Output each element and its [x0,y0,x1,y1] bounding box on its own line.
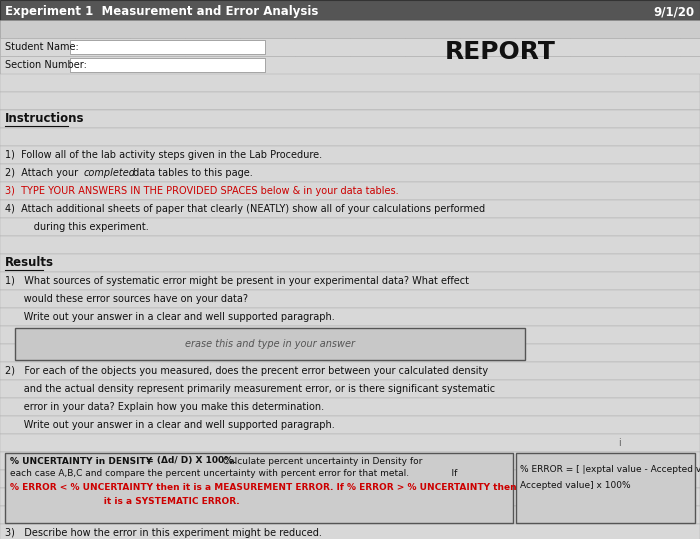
Text: 3)   Describe how the error in this experiment might be reduced.: 3) Describe how the error in this experi… [5,528,322,538]
Text: 2)  Attach your: 2) Attach your [5,168,81,178]
Bar [70,40,265,54]
Text: would these error sources have on your data?: would these error sources have on your d… [5,294,248,304]
Bar [0,308,700,326]
Bar [0,344,700,362]
Text: Write out your answer in a clear and well supported paragraph.: Write out your answer in a clear and wel… [5,312,335,322]
Bar [0,92,700,110]
Bar [0,488,700,506]
Text: = (Δd/ D) X 100%.: = (Δd/ D) X 100%. [143,457,237,466]
Text: 2)   For each of the objects you measured, does the precent error between your c: 2) For each of the objects you measured,… [5,366,488,376]
Text: Results: Results [5,257,54,270]
Text: % ERROR = [ |exptal value - Accepted value| /: % ERROR = [ |exptal value - Accepted val… [520,466,700,474]
Bar [0,470,700,488]
Text: it is a SYSTEMATIC ERROR.: it is a SYSTEMATIC ERROR. [10,497,239,507]
Bar [516,453,695,523]
Text: 3)  TYPE YOUR ANSWERS IN THE PROVIDED SPACES below & in your data tables.: 3) TYPE YOUR ANSWERS IN THE PROVIDED SPA… [5,186,398,196]
Text: 1)  Follow all of the lab activity steps given in the Lab Procedure.: 1) Follow all of the lab activity steps … [5,150,322,160]
Bar [0,182,700,200]
Text: Write out your answer in a clear and well supported paragraph.: Write out your answer in a clear and wel… [5,420,335,430]
Text: If: If [440,469,457,479]
Text: 1)   What sources of systematic error might be present in your experimental data: 1) What sources of systematic error migh… [5,276,469,286]
Bar [0,110,700,128]
Bar [0,272,700,290]
Bar [0,56,700,74]
Bar [0,254,700,272]
Bar [0,164,700,182]
Text: Experiment 1  Measurement and Error Analysis: Experiment 1 Measurement and Error Analy… [5,5,318,18]
Bar [0,128,700,146]
Bar [0,146,700,164]
Bar [0,506,700,524]
Text: REPORT: REPORT [444,40,555,64]
Text: i: i [618,438,621,448]
Text: and the actual density represent primarily measurement error, or is there signif: and the actual density represent primari… [5,384,495,394]
Bar [5,453,513,523]
Text: 4)  Attach additional sheets of paper that clearly (NEATLY) show all of your cal: 4) Attach additional sheets of paper tha… [5,204,485,214]
Bar [0,236,700,254]
Text: % UNCERTAINTY in DENSITY: % UNCERTAINTY in DENSITY [10,457,152,466]
Bar [0,110,700,128]
Text: each case A,B,C and compare the percent uncertainty with percent error for that : each case A,B,C and compare the percent … [10,469,409,479]
Bar [0,0,700,20]
Text: error in your data? Explain how you make this determination.: error in your data? Explain how you make… [5,402,324,412]
Bar [0,434,700,452]
Text: Section Number:: Section Number: [5,60,87,70]
Text: Accepted value] x 100%: Accepted value] x 100% [520,481,631,490]
Bar [15,328,525,360]
Bar [0,380,700,398]
Bar [0,416,700,434]
Bar [0,200,700,218]
Bar [0,38,700,56]
Bar [0,326,700,344]
Text: during this experiment.: during this experiment. [15,222,148,232]
Bar [0,20,700,38]
Bar [0,398,700,416]
Text: Instructions: Instructions [5,113,85,126]
Bar [0,218,700,236]
Bar [0,290,700,308]
Text: % ERROR < % UNCERTAINTY then it is a MEASUREMENT ERROR. If % ERROR > % UNCERTAIN: % ERROR < % UNCERTAINTY then it is a MEA… [10,483,517,493]
Bar [70,58,265,72]
Text: Student Name:: Student Name: [5,42,78,52]
Bar [0,128,700,146]
Text: completed: completed [84,168,136,178]
Text: data tables to this page.: data tables to this page. [130,168,253,178]
Bar [0,452,700,470]
Text: 9/1/20: 9/1/20 [654,5,695,18]
Text: Calculate percent uncertainty in Density for: Calculate percent uncertainty in Density… [220,457,422,466]
Bar [0,74,700,92]
Bar [0,524,700,539]
Bar [0,362,700,380]
Text: erase this and type in your answer: erase this and type in your answer [185,339,355,349]
